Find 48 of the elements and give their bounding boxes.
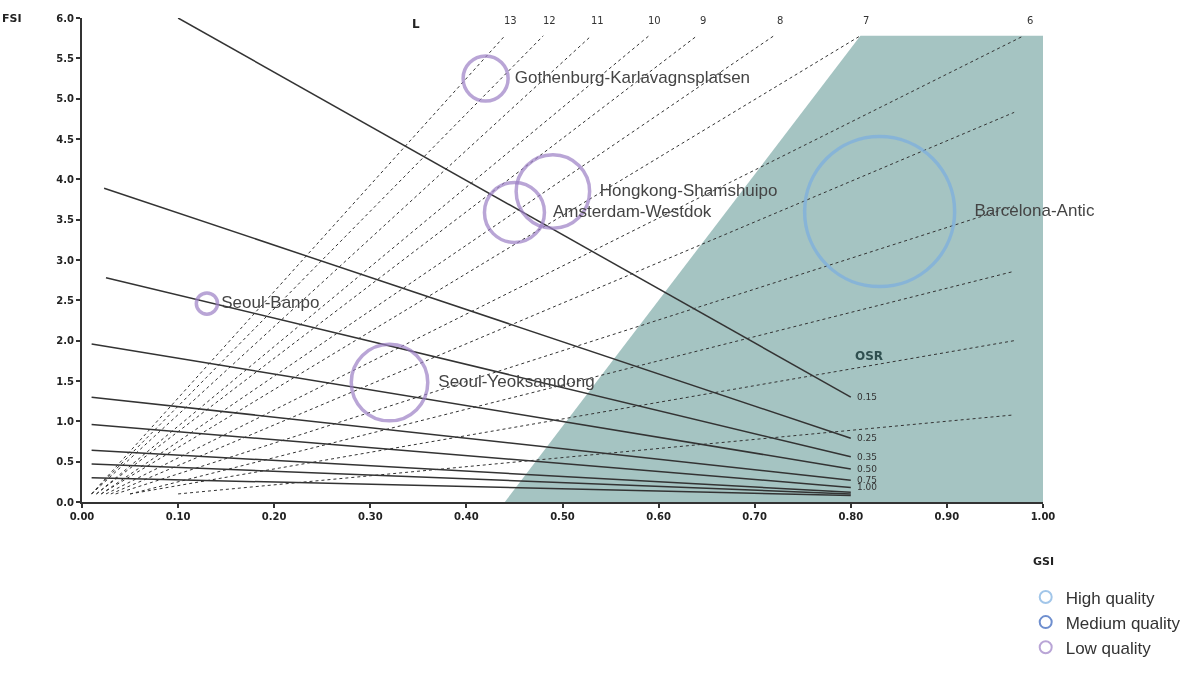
y-tick-label: 3.5 <box>56 214 75 226</box>
data-label: Seoul-Banpo <box>221 292 320 312</box>
y-tick-label: 1.0 <box>56 415 75 427</box>
series-label: 8 <box>777 15 784 26</box>
x-axis-title: GSI <box>1033 555 1055 568</box>
annotation: L <box>412 17 420 31</box>
y-tick-label: 0.5 <box>56 456 75 468</box>
y-tick-label: 4.5 <box>56 133 75 145</box>
data-label: Amsterdam-Westdok <box>552 201 712 221</box>
x-tick-label: 0.60 <box>646 511 671 522</box>
x-tick-label: 0.50 <box>550 511 575 522</box>
series-label: 0.15 <box>857 392 878 402</box>
x-tick-label: 0.20 <box>261 511 287 522</box>
y-tick-label: 5.0 <box>56 93 75 105</box>
series-label: 11 <box>591 15 604 26</box>
series-label: 7 <box>863 15 870 26</box>
y-tick-label: 4.0 <box>56 173 75 185</box>
legend-label: High quality <box>1065 588 1156 608</box>
x-tick-label: 0.10 <box>165 511 191 522</box>
y-tick-label: 2.0 <box>56 335 75 347</box>
y-tick-label: 6.0 <box>56 12 75 24</box>
series-label: 10 <box>648 15 661 26</box>
data-label: Hongkong-Shamshuipo <box>599 180 778 200</box>
x-tick-label: 0.90 <box>934 511 960 522</box>
series-label: 6 <box>1027 15 1034 26</box>
series-label: 1.00 <box>857 482 878 492</box>
series-label: 0.35 <box>857 452 878 462</box>
x-tick-label: 0.30 <box>357 511 383 522</box>
x-tick-label: 0.70 <box>742 511 768 522</box>
y-tick-label: 3.0 <box>56 254 75 266</box>
series-label: 0.50 <box>857 464 878 474</box>
y-tick-label: 0.0 <box>56 496 75 508</box>
y-tick-label: 1.5 <box>56 375 75 387</box>
legend-label: Low quality <box>1065 638 1152 658</box>
series-label: 9 <box>700 15 707 26</box>
y-axis-title: FSI <box>2 12 22 25</box>
series-label: 12 <box>543 15 556 26</box>
annotation: OSR <box>855 349 884 363</box>
y-tick-label: 2.5 <box>56 294 75 306</box>
legend-label: Medium quality <box>1065 613 1181 633</box>
y-tick-label: 5.5 <box>56 52 75 64</box>
x-tick-label: 0.00 <box>69 511 95 522</box>
series-label: 0.25 <box>857 433 878 443</box>
series-label: 13 <box>504 15 517 26</box>
x-tick-label: 1.00 <box>1030 511 1056 522</box>
data-label: Gothenburg-Karlavagnsplatsen <box>514 67 751 87</box>
x-tick-label: 0.80 <box>838 511 864 522</box>
x-tick-label: 0.40 <box>454 511 479 522</box>
